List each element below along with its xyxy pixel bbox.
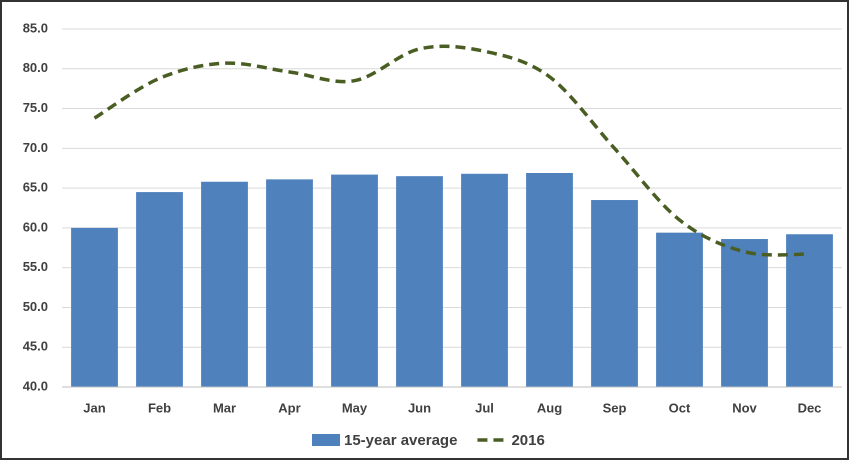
bar [396,176,443,387]
y-tick-label: 60.0 [23,219,48,234]
bar [461,173,508,387]
x-tick-label: Jan [83,400,105,415]
bar [721,239,768,387]
y-tick-label: 40.0 [23,378,48,393]
bar [786,234,833,387]
bar [71,227,118,387]
legend-label: 2016 [511,432,544,449]
y-tick-label: 65.0 [23,180,48,195]
legend-swatch [312,434,340,446]
x-tick-label: Sep [603,400,627,415]
bar [591,200,638,387]
x-tick-label: Jun [408,400,431,415]
y-tick-label: 50.0 [23,299,48,314]
x-tick-label: Oct [669,400,691,415]
bar [136,192,183,387]
x-tick-label: Jul [475,400,494,415]
line [93,44,810,257]
y-tick-label: 85.0 [23,20,48,35]
bar [526,172,573,387]
bar [201,181,248,387]
bar [266,179,313,387]
y-tick-label: 80.0 [23,60,48,75]
bar [656,232,703,387]
x-tick-label: Apr [278,400,300,415]
y-tick-label: 70.0 [23,140,48,155]
x-tick-label: Dec [798,400,822,415]
legend-label: 15-year average [344,432,457,449]
x-tick-label: Feb [148,400,171,415]
x-tick-label: May [342,400,368,415]
bar [331,174,378,387]
y-tick-label: 55.0 [23,259,48,274]
x-tick-label: Mar [213,400,236,415]
y-tick-label: 75.0 [23,100,48,115]
x-tick-label: Aug [537,400,562,415]
x-tick-label: Nov [732,400,757,415]
y-tick-label: 45.0 [23,339,48,354]
